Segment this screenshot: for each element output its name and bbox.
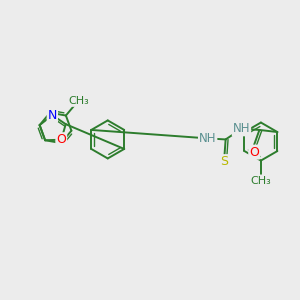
Text: NH: NH bbox=[233, 122, 250, 135]
Text: CH₃: CH₃ bbox=[68, 96, 89, 106]
Text: O: O bbox=[56, 133, 66, 146]
Text: N: N bbox=[48, 109, 57, 122]
Text: S: S bbox=[220, 155, 229, 168]
Text: CH₃: CH₃ bbox=[250, 176, 271, 186]
Text: NH: NH bbox=[199, 132, 216, 145]
Text: O: O bbox=[249, 146, 259, 159]
